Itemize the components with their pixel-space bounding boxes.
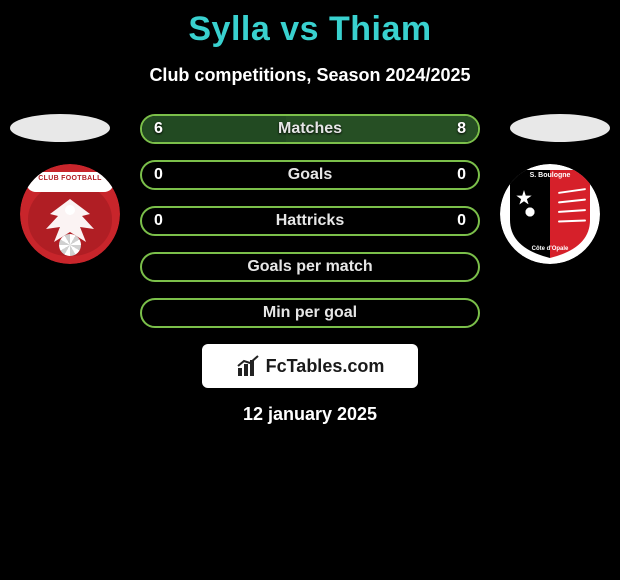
stat-bar: 00Goals [140,160,480,190]
brand-box: FcTables.com [202,344,418,388]
club-badge-right: S. Boulogne Côte d'Opale [500,164,600,264]
stat-bar: 00Hattricks [140,206,480,236]
badge-subtitle: Côte d'Opale [512,246,588,252]
bar-label: Goals per match [142,254,478,280]
brand-text: FcTables.com [266,356,385,377]
bar-label: Matches [142,116,478,142]
bar-label: Min per goal [142,300,478,326]
stage: Sylla vs Thiam Club competitions, Season… [0,0,620,580]
chart-icon [236,354,260,378]
club-badge-left: CLUB FOOTBALL [20,164,120,264]
stat-bar: 68Matches [140,114,480,144]
subtitle: Club competitions, Season 2024/2025 [0,65,620,86]
page-title: Sylla vs Thiam [0,0,620,49]
ball-icon [59,234,81,256]
title-right: Thiam [329,10,432,48]
badge-band-text: CLUB FOOTBALL [26,172,114,192]
stat-bars: 68Matches 00Goals 00Hattricks Goals per mat… [140,114,480,344]
title-left: Sylla [188,10,270,48]
date-text: 12 january 2025 [0,404,620,425]
player-avatar-left [10,114,110,142]
stat-bar: Min per goal [140,298,480,328]
ball-icon [522,204,538,220]
bar-label: Goals [142,162,478,188]
badge-title: S. Boulogne [512,172,588,179]
title-vs: vs [280,10,319,48]
content: CLUB FOOTBALL S. Boulogne Côte d'Opale 6… [0,114,620,195]
wave-lines-icon [558,188,586,228]
bar-label: Hattricks [142,208,478,234]
player-avatar-right [510,114,610,142]
stat-bar: Goals per match [140,252,480,282]
